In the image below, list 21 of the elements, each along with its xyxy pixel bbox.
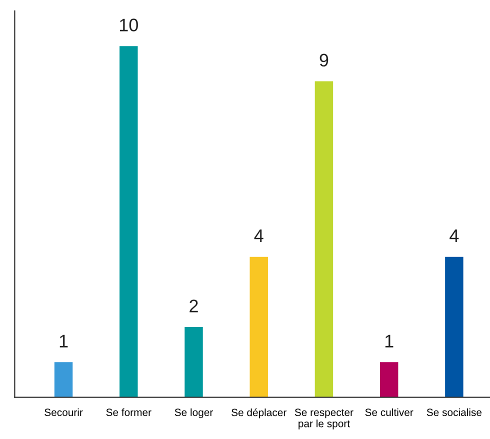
data-label: 4 bbox=[450, 230, 459, 242]
data-label: 2 bbox=[190, 300, 198, 312]
bar bbox=[184, 327, 203, 398]
bar bbox=[250, 256, 268, 398]
x-tick-label: Se cultiver bbox=[365, 408, 414, 416]
x-tick-label: Se respecter par le sport bbox=[294, 408, 354, 430]
bar bbox=[445, 256, 464, 398]
bar bbox=[380, 362, 398, 398]
bar bbox=[120, 46, 138, 398]
data-label: 9 bbox=[320, 54, 328, 67]
x-tick-label: Se socialise bbox=[426, 408, 482, 416]
data-label: 1 bbox=[60, 334, 68, 348]
data-label: 1 bbox=[385, 334, 394, 348]
data-label: 4 bbox=[254, 230, 264, 242]
bar bbox=[54, 362, 73, 398]
x-tick-label: Se déplacer bbox=[232, 408, 286, 418]
data-label: 10 bbox=[120, 18, 138, 32]
x-tick-label: Se loger bbox=[174, 408, 213, 418]
x-tick-label: Secourir bbox=[44, 408, 83, 416]
bar bbox=[314, 81, 334, 398]
x-tick-label: Se former bbox=[106, 408, 152, 416]
